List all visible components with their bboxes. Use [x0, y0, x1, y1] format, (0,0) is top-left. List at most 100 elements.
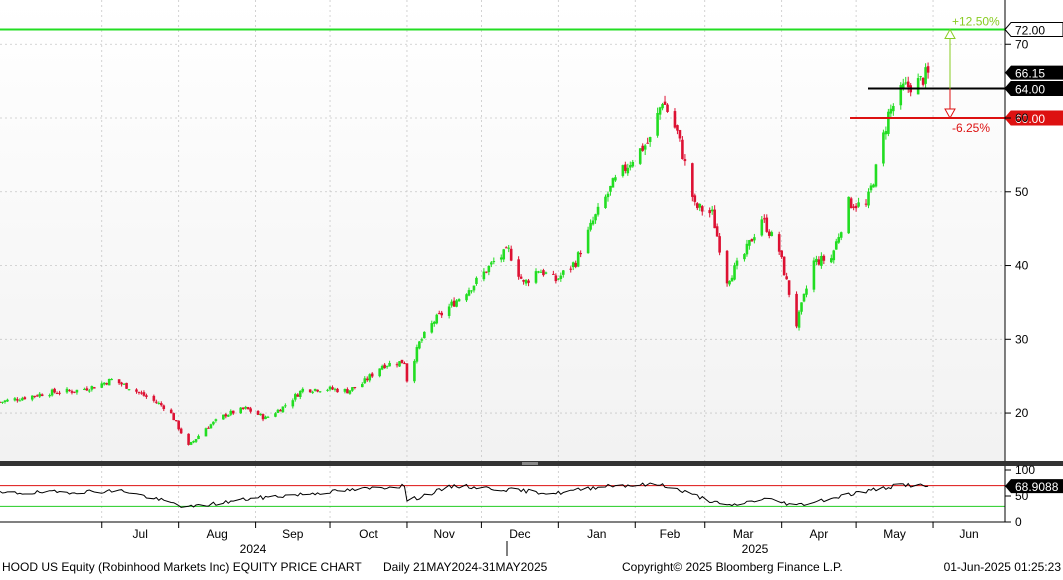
candle-body	[370, 373, 374, 377]
candle-body	[246, 407, 250, 410]
x-axis-month-label: Mar	[733, 527, 754, 541]
x-axis-month-label: May	[883, 527, 906, 541]
candle-body	[259, 413, 262, 416]
candle-body	[849, 198, 853, 209]
candle-body	[571, 262, 575, 268]
candle-body	[105, 383, 109, 385]
candle-body	[415, 347, 419, 362]
candle-body	[762, 218, 766, 220]
candle-body	[795, 293, 798, 327]
candle-body	[209, 424, 213, 429]
candle-body	[100, 383, 104, 388]
candle-body	[504, 247, 508, 249]
candle-body	[135, 389, 138, 392]
candle-body	[832, 250, 836, 261]
candle-body	[822, 255, 826, 261]
candle-body	[68, 389, 71, 391]
last-price-value: 66.15	[1015, 67, 1045, 81]
rsi-axis-label: 100	[1015, 463, 1035, 477]
candle-body	[733, 265, 736, 280]
copyright-text: Copyright© 2025 Bloomberg Finance L.P.	[622, 560, 843, 574]
candle-body	[383, 364, 386, 369]
candle-body	[470, 290, 473, 292]
x-axis-month-label: Sep	[282, 527, 304, 541]
candle-body	[534, 271, 538, 283]
candle-body	[279, 409, 282, 412]
candle-body	[812, 260, 816, 290]
candle-body	[1, 401, 4, 403]
last-price-badge	[1005, 65, 1063, 80]
candle-body	[916, 78, 920, 95]
candle-body	[6, 399, 9, 402]
candle-body	[107, 378, 111, 386]
candle-body	[750, 238, 754, 242]
candle-body	[346, 389, 349, 394]
candle-body	[155, 401, 158, 403]
price-panel-background	[0, 0, 1005, 461]
candle-body	[298, 390, 302, 397]
candle-body	[839, 232, 843, 238]
annotation-label: +12.50%	[952, 15, 1000, 29]
x-axis-month-label: Apr	[810, 527, 829, 541]
x-axis-month-label: Jan	[587, 527, 606, 541]
candle-body	[316, 389, 319, 392]
candle-body	[596, 206, 600, 215]
candle-body	[256, 410, 260, 415]
candle-body	[30, 395, 34, 400]
candle-body	[666, 104, 669, 112]
candle-body	[542, 270, 545, 276]
candle-body	[656, 112, 659, 136]
candle-body	[296, 394, 300, 397]
candle-body	[395, 364, 399, 366]
candle-body	[586, 229, 590, 254]
candle-body	[308, 389, 312, 393]
x-axis-month-label: Aug	[206, 527, 227, 541]
candle-body	[867, 191, 870, 206]
candle-body	[524, 279, 528, 284]
candle-body	[88, 390, 91, 392]
candle-body	[21, 398, 24, 401]
candle-body	[609, 185, 612, 192]
candle-body	[159, 403, 163, 406]
candle-body	[695, 203, 699, 209]
candle-body	[815, 258, 818, 263]
candle-body	[837, 237, 841, 243]
candle-body	[767, 231, 771, 236]
candle-body	[539, 271, 543, 273]
candle-body	[678, 130, 682, 139]
candle-body	[187, 433, 190, 445]
candle-body	[502, 249, 506, 260]
candle-body	[904, 82, 908, 84]
candle-body	[194, 439, 198, 442]
candle-body	[661, 104, 664, 109]
candle-body	[517, 259, 520, 277]
candle-body	[648, 137, 652, 142]
candle-body	[169, 409, 173, 414]
x-axis-month-label: Jun	[959, 527, 978, 541]
candle-body	[899, 85, 903, 106]
candle-body	[780, 250, 783, 258]
candle-body	[455, 300, 458, 307]
candle-body	[224, 414, 228, 417]
level-badge	[1004, 22, 1063, 38]
candle-body	[53, 388, 56, 393]
candle-body	[777, 234, 781, 252]
candle-body	[301, 388, 305, 392]
candle-body	[708, 210, 712, 214]
candle-body	[142, 392, 146, 396]
candle-body	[594, 214, 597, 221]
candle-body	[172, 413, 176, 421]
candle-body	[683, 159, 687, 162]
candle-body	[700, 206, 704, 212]
annotation-arrow-head	[944, 108, 956, 120]
candle-body	[447, 306, 451, 316]
candle-body	[852, 206, 855, 208]
candle-body	[472, 285, 476, 291]
candle-body	[785, 276, 788, 280]
candle-body	[919, 76, 922, 78]
candle-body	[90, 386, 94, 390]
timestamp-text: 01-Jun-2025 01:25:23	[944, 560, 1062, 574]
candle-body	[18, 400, 22, 402]
candle-body	[507, 247, 511, 249]
candle-body	[241, 407, 245, 410]
